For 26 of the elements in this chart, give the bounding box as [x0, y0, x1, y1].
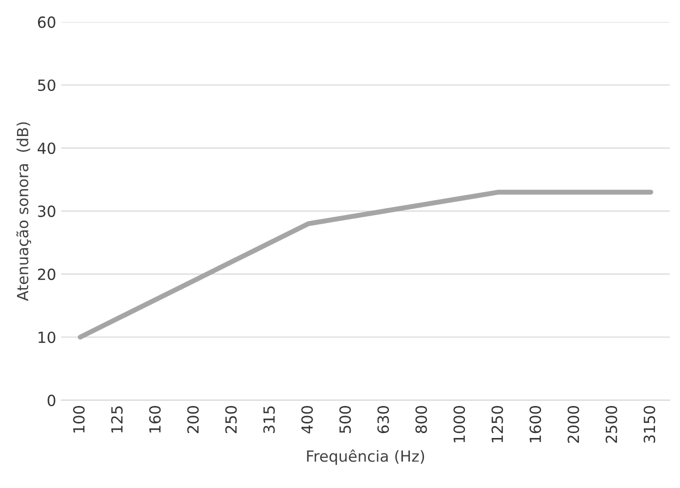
- x-tick-label: 1600: [530, 406, 542, 442]
- y-tick-label: 50: [38, 79, 56, 92]
- x-tick-label: 1250: [492, 406, 504, 442]
- x-tick-label: 250: [225, 406, 237, 434]
- x-tick-label: 1000: [453, 406, 466, 442]
- y-tick-label: 60: [38, 16, 56, 28]
- y-tick-label: 10: [38, 332, 56, 344]
- x-tick-label: 315: [263, 406, 275, 434]
- y-tick-label: 0: [48, 394, 56, 406]
- y-tick-label: 20: [38, 268, 56, 280]
- y-tick-label: 30: [38, 206, 56, 218]
- x-tick-label: 2000: [568, 406, 580, 443]
- x-tick-label: 800: [415, 406, 427, 434]
- y-tick-label: 40: [38, 142, 56, 154]
- x-tick-label: 3150: [644, 406, 656, 443]
- line-series: [78, 190, 654, 340]
- x-tick-label: 400: [301, 406, 313, 434]
- x-tick-label: 160: [149, 406, 161, 433]
- x-tick-label: 125: [111, 406, 123, 433]
- x-tick-label: 630: [377, 406, 389, 434]
- x-tick-label: 500: [339, 406, 351, 434]
- x-tick-label: 100: [73, 406, 85, 433]
- x-tick-label: 200: [187, 406, 199, 434]
- y-axis-title: Atenuação sonora (dB): [16, 122, 32, 301]
- x-tick-label: 2500: [606, 406, 618, 443]
- x-axis-title: Frequência (Hz): [307, 449, 424, 465]
